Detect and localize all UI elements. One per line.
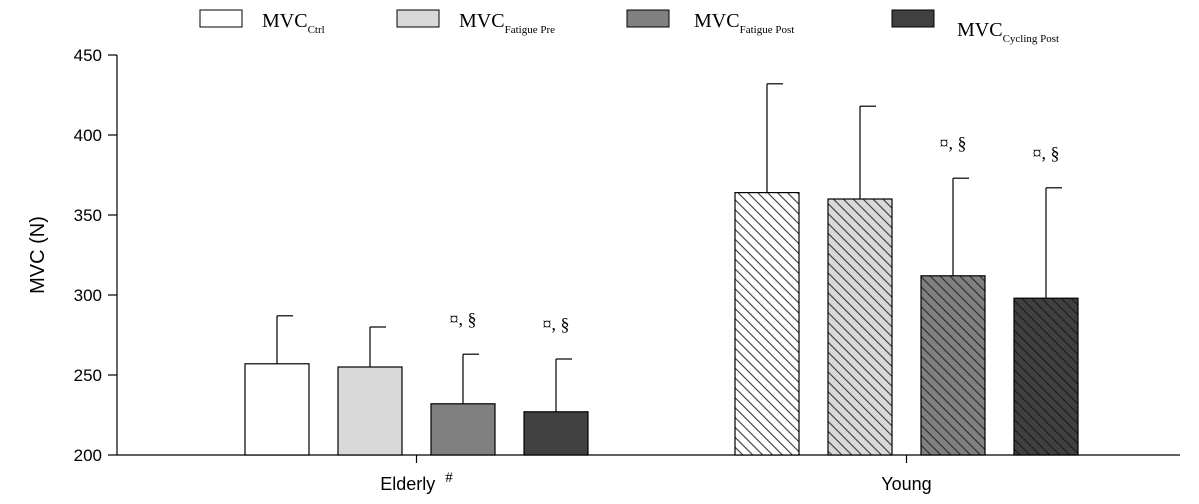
bar-young-ctrl [734, 192, 800, 456]
bar-young-fatigue-pre [827, 198, 893, 456]
x-categories: Elderly # Young [380, 455, 932, 494]
significance-annotation: ¤, § [543, 314, 570, 334]
bar-elderly-fatigue-post [430, 403, 496, 456]
significance-annotation: ¤, § [450, 309, 477, 329]
legend-label-ctrl: MVC [262, 10, 308, 32]
bar-young-fatigue-post [920, 275, 986, 456]
svg-text:MVCCycling Post: MVCCycling Post [957, 19, 1059, 45]
legend-sub-fatigue-post: Fatigue Post [740, 24, 795, 36]
legend-swatch-ctrl [199, 9, 243, 28]
y-tick-label: 300 [74, 286, 102, 305]
error-bars [276, 83, 1062, 412]
y-tick-label: 200 [74, 446, 102, 465]
legend-sub-cycling-post: Cycling Post [1003, 33, 1060, 45]
bar-elderly-fatigue-pre [337, 366, 403, 456]
x-category-elderly: Elderly # [380, 470, 453, 494]
bars [244, 192, 1079, 456]
bar-young-cycling-post [1013, 297, 1079, 456]
svg-text:MVCFatigue Post: MVCFatigue Post [694, 10, 794, 36]
bar-elderly-cycling-post [523, 411, 589, 456]
legend: MVCCtrl MVCFatigue Pre MVCFatigue Post M… [199, 9, 1059, 45]
legend-label-cycling-post: MVC [957, 19, 1003, 41]
y-tick-label: 350 [74, 206, 102, 225]
legend-swatch-fatigue-pre [396, 9, 440, 28]
y-ticks: 200 250 300 350 400 450 [74, 46, 117, 465]
x-category-young: Young [881, 474, 931, 494]
significance-annotations: ¤, § ¤, § ¤, § ¤, § [450, 133, 1060, 334]
svg-text:MVCCtrl: MVCCtrl [262, 10, 325, 36]
significance-annotation: ¤, § [940, 133, 967, 153]
legend-sub-fatigue-pre: Fatigue Pre [505, 24, 556, 36]
x-category-label: Young [881, 474, 931, 494]
legend-item-fatigue-post: MVCFatigue Post [626, 9, 794, 36]
legend-item-cycling-post: MVCCycling Post [891, 9, 1059, 45]
legend-swatch-fatigue-post [626, 9, 670, 28]
legend-label-fatigue-post: MVC [694, 10, 740, 32]
svg-text:MVCFatigue Pre: MVCFatigue Pre [459, 10, 555, 36]
y-axis-title: MVC (N) [27, 216, 49, 294]
legend-swatch-cycling-post [891, 9, 935, 28]
legend-label-fatigue-pre: MVC [459, 10, 505, 32]
x-category-label: Elderly [380, 474, 435, 494]
bar-elderly-ctrl [244, 363, 310, 456]
y-tick-label: 450 [74, 46, 102, 65]
y-tick-label: 400 [74, 126, 102, 145]
significance-annotation: ¤, § [1033, 143, 1060, 163]
legend-item-ctrl: MVCCtrl [199, 9, 325, 36]
y-tick-label: 250 [74, 366, 102, 385]
category-significance-mark: # [445, 470, 453, 486]
legend-item-fatigue-pre: MVCFatigue Pre [396, 9, 555, 36]
legend-sub-ctrl: Ctrl [308, 24, 325, 36]
